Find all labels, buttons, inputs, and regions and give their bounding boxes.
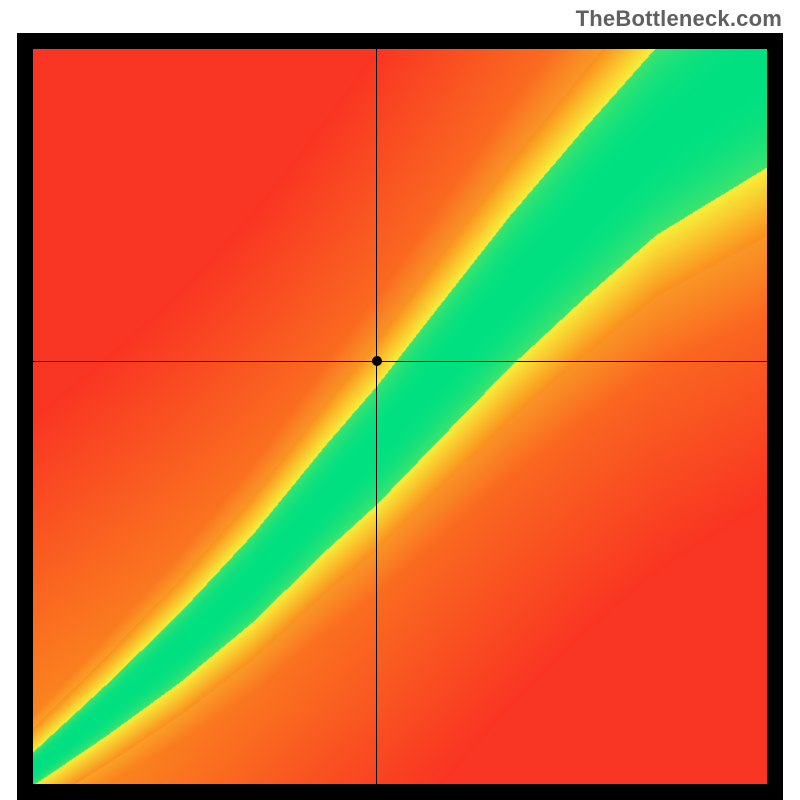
heatmap-canvas (33, 49, 767, 784)
crosshair-horizontal (33, 361, 767, 362)
crosshair-vertical (376, 49, 377, 784)
chart-container: TheBottleneck.com (0, 0, 800, 800)
crosshair-marker (372, 356, 382, 366)
plot-area (33, 49, 767, 784)
attribution-text: TheBottleneck.com (576, 6, 782, 32)
